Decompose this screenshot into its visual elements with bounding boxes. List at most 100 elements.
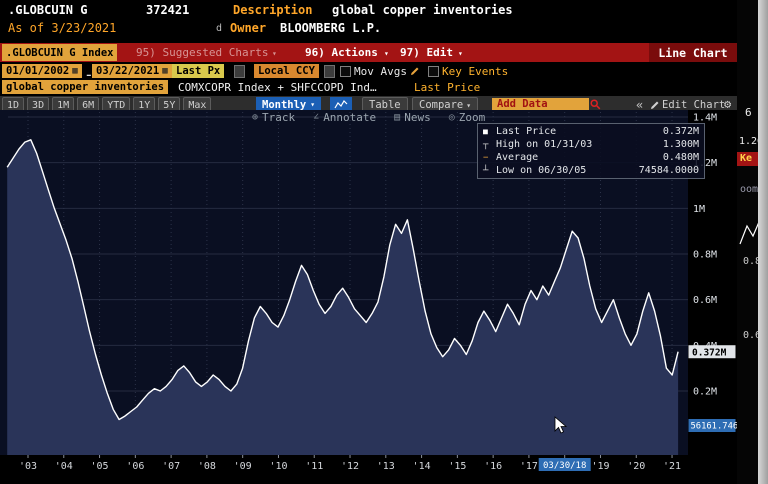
ticker-code: 372421 [146, 3, 190, 17]
strip-fragment: 6 [745, 106, 752, 119]
currency-select[interactable]: Local CCY [254, 64, 319, 78]
svg-text:0.8M: 0.8M [693, 250, 717, 261]
svg-text:'11: '11 [305, 461, 323, 472]
series-composition: COMXCOPR Index + SHFCCOPD Ind… [178, 81, 377, 94]
strip-fragment: Ke [740, 153, 753, 164]
last-price-swatch-icon: ■ [483, 127, 488, 136]
legend-row-high: ┬ High on 01/31/03 1.300M [478, 138, 704, 151]
edit-chart-button[interactable]: Edit Chart [662, 98, 726, 111]
suggested-caret-icon: ▾ [272, 49, 277, 58]
line-chart-icon [334, 100, 348, 109]
chart-tools: ⊕ Track ∠ Annotate ▤ News ◎ Zoom [252, 111, 485, 124]
owner-label: Owner [230, 21, 267, 35]
svg-text:'15: '15 [448, 461, 466, 472]
actions-caret-icon: ▾ [384, 49, 389, 58]
calendar-icon: ▦ [72, 65, 78, 76]
chart-type-title: Line Chart [649, 43, 737, 62]
svg-text:03/30/18: 03/30/18 [543, 461, 586, 471]
ticker: .GLOBCUIN G [8, 3, 88, 17]
range-button-max[interactable]: Max [183, 97, 212, 113]
svg-text:'14: '14 [413, 461, 431, 472]
pencil-icon[interactable] [410, 66, 420, 76]
series-name-value: global copper inventories [6, 80, 165, 93]
chart-plot[interactable]: 1.4M1.2M1M0.8M0.6M0.4M0.2M'03'04'05'06'0… [0, 110, 737, 484]
svg-text:'13: '13 [377, 461, 395, 472]
svg-text:'04: '04 [55, 461, 73, 472]
monitor-bezel [758, 0, 768, 484]
table-button[interactable]: Table [362, 97, 408, 113]
low-marker-icon: ┴ [483, 165, 489, 176]
chart-toolbar: 1D 3D 1M 6M YTD 1Y 5Y Max Monthly ▾ Table Compa… [0, 96, 737, 114]
strip-fragment: 0.6 [743, 330, 762, 341]
news-icon: ▤ [394, 112, 401, 123]
line-chart-type-button[interactable] [330, 97, 352, 112]
svg-text:'06: '06 [126, 461, 144, 472]
legend-label: Low on 06/30/05 [496, 165, 587, 176]
svg-text:'21: '21 [663, 461, 681, 472]
date-from-value: 01/01/2002 [6, 64, 70, 77]
currency-options-box[interactable] [324, 65, 335, 78]
svg-text:1.2M: 1.2M [693, 158, 717, 169]
owner-value: BLOOMBERG L.P. [280, 21, 382, 35]
annotate-icon: ∠ [313, 112, 320, 123]
description-value: global copper inventories [332, 3, 513, 17]
price-field-select[interactable]: Last Px [172, 64, 225, 78]
compare-caret-icon: ▾ [466, 100, 472, 110]
legend-label: High on 01/31/03 [496, 139, 593, 150]
edit-menu[interactable]: 97) Edit [400, 46, 453, 59]
description-label: Description [233, 3, 313, 17]
security-chip-label: .GLOBCUIN G Index [6, 46, 114, 59]
table-button-label: Table [369, 99, 401, 111]
date-range-dash: - [84, 65, 94, 84]
key-events-checkbox[interactable] [428, 66, 439, 77]
mov-avgs-checkbox[interactable] [340, 66, 351, 77]
tool-track[interactable]: ⊕ Track [252, 111, 296, 124]
date-to-value: 03/22/2021 [96, 64, 160, 77]
legend-value: 0.372M [662, 126, 699, 137]
strip-red-chip: Ke [737, 152, 761, 166]
legend-value: 74584.0000 [638, 165, 699, 176]
tool-annotate[interactable]: ∠ Annotate [313, 111, 377, 124]
tool-zoom[interactable]: ◎ Zoom [448, 111, 486, 124]
svg-text:'03: '03 [19, 461, 37, 472]
date-to-field[interactable]: 03/22/2021 ▦ [92, 64, 172, 78]
chart-type-label: Line Chart [658, 45, 728, 60]
mov-avgs-label: Mov Avgs [354, 65, 407, 78]
track-icon: ⊕ [252, 112, 259, 123]
date-from-field[interactable]: 01/01/2002 ▦ [2, 64, 82, 78]
frequency-select[interactable]: Monthly ▾ [256, 97, 322, 112]
settings-bar: 01/01/2002 ▦ - 03/22/2021 ▦ Last Px Loca… [0, 63, 737, 84]
high-marker-icon: ┬ [483, 139, 489, 150]
strip-fragment: oom [740, 184, 759, 195]
tool-news[interactable]: ▤ News [394, 111, 431, 124]
legend-row-average: − Average 0.480M [478, 151, 704, 164]
gear-icon[interactable]: ⚙ [724, 97, 732, 111]
strip-fragment: 0.8 [743, 256, 762, 267]
mouse-cursor [554, 416, 568, 434]
series-name-chip[interactable]: global copper inventories [2, 80, 169, 94]
series-bar: global copper inventories COMXCOPR Index… [0, 80, 737, 95]
add-data-input[interactable]: Add Data [492, 98, 589, 111]
security-chip[interactable]: .GLOBCUIN G Index [2, 44, 118, 61]
svg-text:56161.7461: 56161.7461 [691, 422, 738, 432]
price-field-options-box[interactable] [234, 65, 245, 78]
add-data-search-icon[interactable] [590, 99, 601, 110]
collapse-icon[interactable]: « [636, 98, 644, 112]
legend-label: Average [496, 152, 539, 163]
svg-text:'07: '07 [162, 461, 180, 472]
svg-text:'05: '05 [91, 461, 109, 472]
currency-value: Local CCY [258, 64, 315, 77]
svg-text:0.2M: 0.2M [693, 387, 717, 398]
svg-text:'19: '19 [591, 461, 609, 472]
frequency-caret-icon: ▾ [310, 100, 316, 109]
legend-row-low: ┴ Low on 06/30/05 74584.0000 [478, 164, 704, 177]
series-field: Last Price [414, 81, 481, 94]
calendar-icon: ▦ [162, 65, 168, 76]
price-field-value: Last Px [176, 64, 221, 77]
svg-text:'08: '08 [198, 461, 216, 472]
suggested-charts-menu[interactable]: 95) Suggested Charts [136, 46, 269, 59]
actions-menu[interactable]: 96) Actions [305, 46, 378, 59]
key-events-label: Key Events [442, 65, 509, 78]
legend-label: Last Price [496, 126, 557, 137]
svg-text:'17: '17 [520, 461, 538, 472]
